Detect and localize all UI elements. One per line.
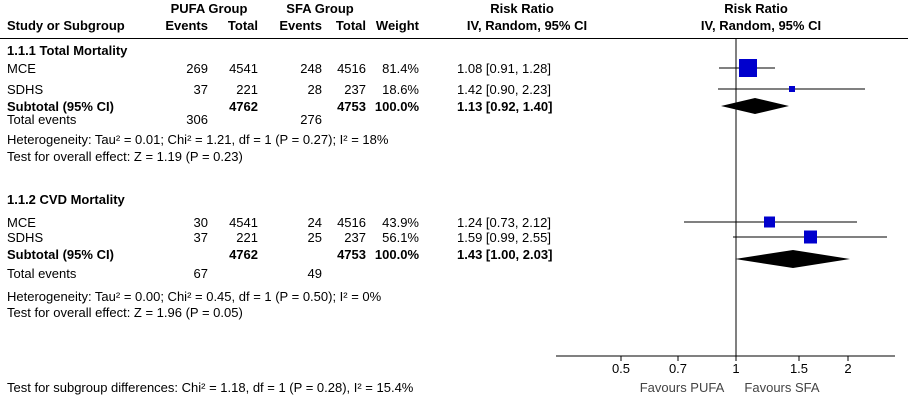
svg-text:2: 2 (844, 361, 851, 376)
svg-text:0.5: 0.5 (612, 361, 630, 376)
svg-text:1: 1 (732, 361, 739, 376)
svg-text:Favours SFA: Favours SFA (744, 380, 819, 395)
svg-text:0.7: 0.7 (669, 361, 687, 376)
svg-text:Favours PUFA: Favours PUFA (640, 380, 725, 395)
svg-text:1.5: 1.5 (790, 361, 808, 376)
